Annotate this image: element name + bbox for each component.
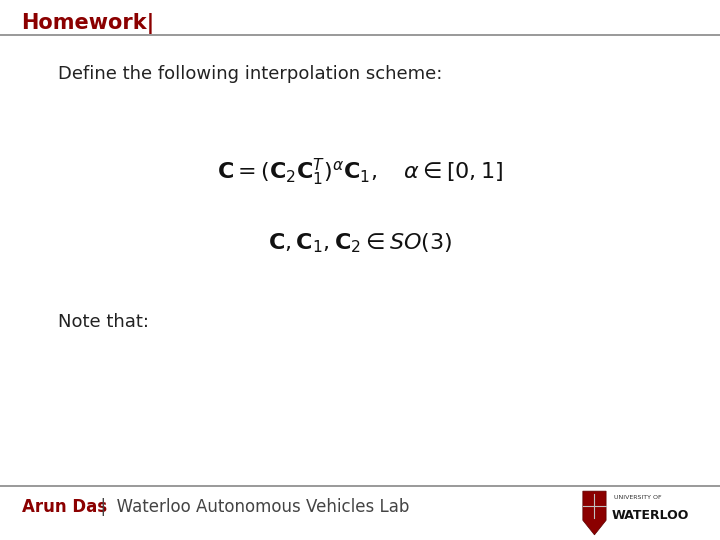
Text: WATERLOO: WATERLOO <box>611 509 689 522</box>
Text: Arun Das: Arun Das <box>22 498 107 516</box>
Text: |  Waterloo Autonomous Vehicles Lab: | Waterloo Autonomous Vehicles Lab <box>90 498 410 516</box>
Text: $\mathbf{C} = (\mathbf{C}_2 \mathbf{C}_1^T)^{\alpha} \mathbf{C}_1, \quad \alpha : $\mathbf{C} = (\mathbf{C}_2 \mathbf{C}_1… <box>217 157 503 188</box>
Text: $\mathbf{C}, \mathbf{C}_1, \mathbf{C}_2 \in SO(3)$: $\mathbf{C}, \mathbf{C}_1, \mathbf{C}_2 … <box>268 231 452 255</box>
Text: Define the following interpolation scheme:: Define the following interpolation schem… <box>58 65 442 83</box>
Text: Homework|: Homework| <box>22 14 155 35</box>
Text: UNIVERSITY OF: UNIVERSITY OF <box>614 495 662 500</box>
Polygon shape <box>583 491 606 535</box>
Text: Note that:: Note that: <box>58 313 148 331</box>
